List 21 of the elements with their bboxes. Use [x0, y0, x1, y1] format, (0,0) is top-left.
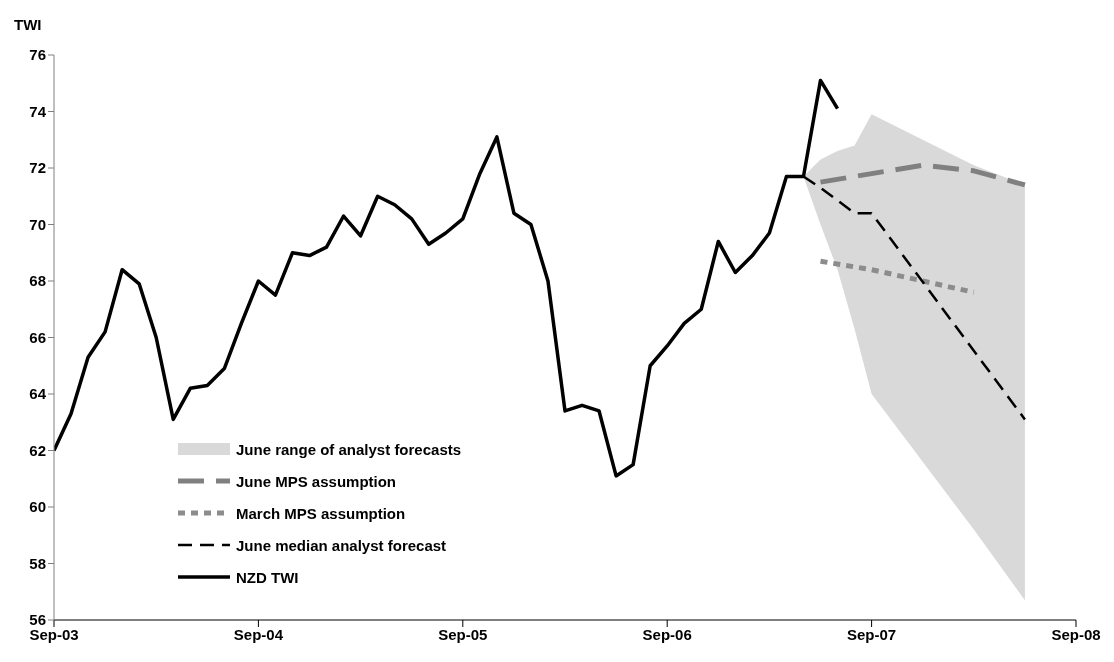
- y-tick-label: 58: [29, 554, 46, 572]
- legend-label: March MPS assumption: [236, 504, 406, 522]
- y-tick-label: 76: [29, 46, 46, 64]
- legend-label: June range of analyst forecasts: [236, 440, 462, 458]
- x-tick-label: Sep-04: [233, 625, 284, 643]
- y-tick-label: 66: [29, 328, 46, 346]
- y-tick-label: 62: [29, 441, 46, 459]
- x-tick-label: Sep-07: [847, 625, 897, 643]
- x-tick-label: Sep-06: [642, 625, 692, 643]
- legend-label: June median analyst forecast: [236, 536, 447, 554]
- y-axis-title: TWI: [14, 16, 42, 33]
- legend-label: June MPS assumption: [236, 472, 397, 490]
- x-tick-label: Sep-08: [1051, 625, 1101, 643]
- y-tick-label: 70: [29, 215, 46, 233]
- y-tick-label: 60: [29, 498, 46, 516]
- x-tick-label: Sep-05: [438, 625, 488, 643]
- y-tick-label: 72: [29, 159, 46, 177]
- y-tick-label: 68: [29, 272, 46, 290]
- y-tick-label: 74: [29, 102, 47, 120]
- legend-label: NZD TWI: [236, 568, 299, 586]
- y-tick-label: 64: [29, 385, 47, 403]
